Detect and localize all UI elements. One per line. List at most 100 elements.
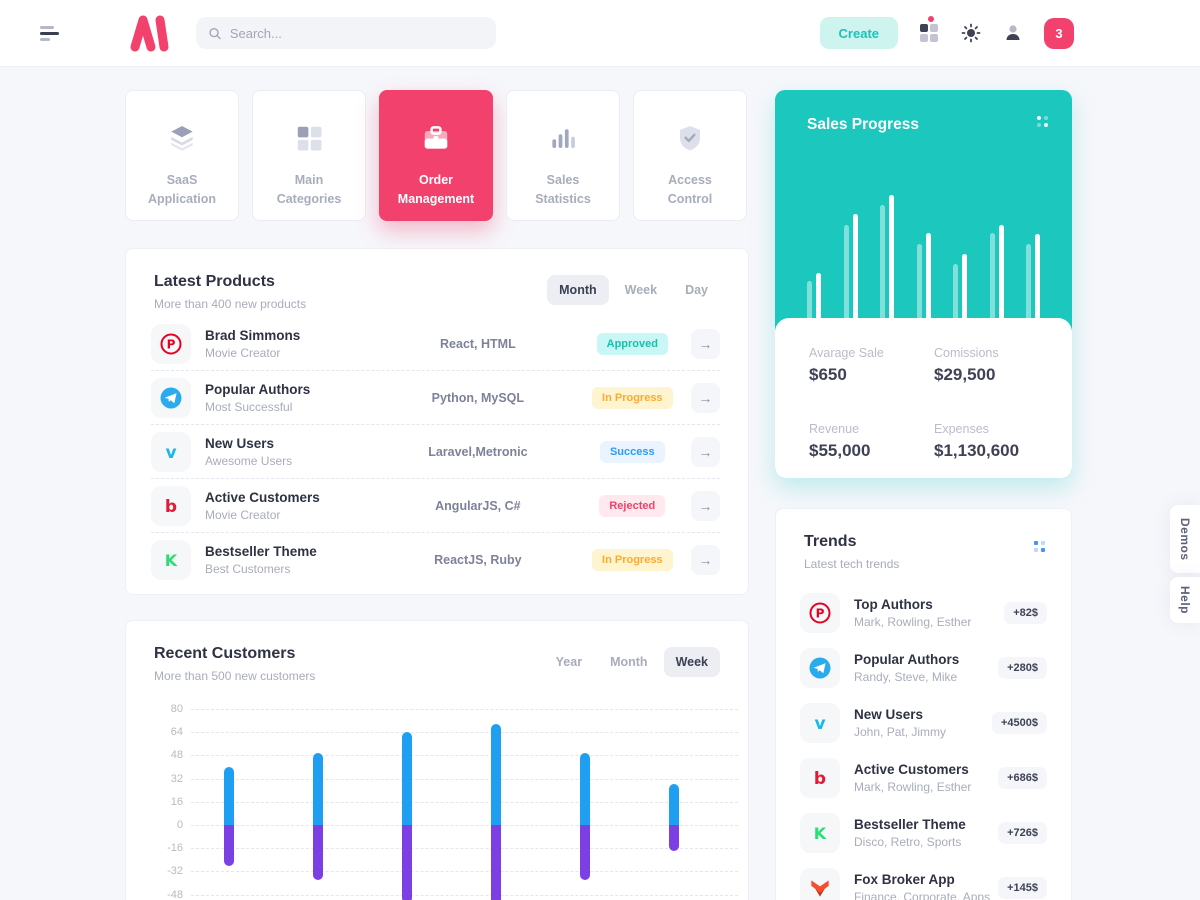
row-arrow-button[interactable]: →	[690, 382, 720, 413]
apps-menu-icon[interactable]	[918, 16, 940, 44]
product-name: Popular Authors	[205, 381, 311, 397]
category-label: Access Control	[667, 173, 713, 207]
y-axis-tick: -32	[167, 865, 183, 878]
sales-stat: Comissions $29,500	[934, 346, 1072, 402]
trend-item[interactable]: v New Users John, Pat, Jimmy +4500$	[800, 695, 1047, 750]
telegram-icon	[809, 657, 831, 678]
product-list: P Brad Simmons Movie Creator React, HTML App…	[126, 311, 748, 587]
product-identity: New Users Awesome Users	[205, 436, 400, 468]
customers-tab-month[interactable]: Month	[610, 655, 648, 669]
pinterest-icon: P	[160, 333, 182, 354]
svg-text:b: b	[814, 769, 826, 789]
sales-bar-pair	[953, 254, 967, 326]
category-label: Order Management	[397, 173, 475, 207]
product-row: b Active Customers Movie Creator AngularJS,…	[151, 479, 720, 533]
y-axis-tick: -16	[167, 842, 183, 855]
category-card-access-control[interactable]: Access Control	[633, 90, 747, 221]
customers-bar-positive	[580, 752, 590, 825]
status-badge: Rejected	[599, 494, 666, 517]
help-side-button[interactable]: Help	[1170, 577, 1200, 623]
products-tab-week[interactable]: Week	[624, 283, 658, 297]
kickstarter-icon-tile: K	[800, 812, 840, 853]
sales-bar-pair	[807, 273, 821, 326]
status-badge: In Progress	[592, 386, 673, 409]
customers-bar-negative	[313, 825, 323, 881]
customers-bar-positive	[669, 784, 679, 825]
product-role: Awesome Users	[205, 453, 293, 468]
product-status: Rejected	[574, 494, 691, 517]
y-axis-tick: 32	[170, 772, 183, 785]
product-name: Brad Simmons	[205, 327, 301, 343]
product-identity: Brad Simmons Movie Creator	[205, 328, 400, 360]
trend-item[interactable]: Popular Authors Randy, Steve, Mike +280$	[800, 640, 1047, 695]
trend-item[interactable]: b Active Customers Mark, Rowling, Esther +6…	[800, 750, 1047, 805]
customers-bar-positive	[402, 732, 412, 825]
customers-tab-year[interactable]: Year	[555, 655, 583, 669]
row-arrow-button[interactable]: →	[690, 490, 720, 521]
products-tab-month[interactable]: Month	[547, 275, 609, 305]
category-cards: SaaS Application Main Categories Order Manage…	[125, 90, 749, 221]
product-name: New Users	[205, 435, 275, 451]
trend-value-badge: +726$	[998, 821, 1047, 844]
vimeo-icon-tile: v	[800, 702, 840, 743]
panel-subtitle: More than 500 new customers	[154, 669, 316, 683]
more-options-icon[interactable]	[1034, 541, 1045, 552]
row-arrow-button[interactable]: →	[690, 436, 720, 467]
trend-name: Bestseller Theme	[854, 816, 966, 832]
recent-customers-panel: Recent Customers More than 500 new custo…	[125, 620, 749, 900]
notification-count-badge[interactable]: 3	[1044, 17, 1074, 49]
category-card-order-management[interactable]: Order Management	[379, 90, 493, 221]
svg-text:P: P	[167, 337, 176, 351]
pinterest-icon: P	[809, 602, 831, 623]
customers-bar-negative	[580, 825, 590, 881]
trends-panel: Trends Latest tech trends P Top Authors Ma…	[775, 508, 1072, 900]
beats-icon-tile: b	[151, 485, 191, 526]
sales-progress-card: Sales Progress Avarage Sale $650 Comission…	[775, 90, 1072, 478]
row-arrow-button[interactable]: →	[690, 545, 720, 575]
product-row: Popular Authors Most Successful Python, My…	[151, 371, 720, 425]
trend-identity: New Users John, Pat, Jimmy	[854, 707, 946, 739]
theme-sun-icon[interactable]	[960, 22, 982, 44]
trend-item[interactable]: P Top Authors Mark, Rowling, Esther +82$	[800, 585, 1047, 640]
y-axis-tick: 0	[176, 819, 183, 831]
trend-identity: Fox Broker App Finance, Corporate, Apps	[854, 872, 990, 900]
customers-bar-positive	[224, 767, 234, 825]
customers-period-tabs: Year Month Week	[544, 647, 720, 677]
status-badge: Success	[599, 440, 665, 463]
create-button[interactable]: Create	[819, 17, 898, 49]
more-options-icon[interactable]	[1037, 116, 1048, 127]
product-row: K Bestseller Theme Best Customers ReactJS, …	[151, 533, 720, 587]
stat-value: $1,130,600	[934, 441, 1020, 460]
row-arrow-button[interactable]: →	[690, 328, 720, 359]
y-axis-tick: 16	[170, 795, 183, 808]
layers-icon	[165, 121, 199, 155]
pinterest-icon-tile: P	[151, 323, 191, 364]
panel-subtitle: More than 400 new products	[154, 297, 307, 311]
customers-bar-positive	[313, 752, 323, 825]
category-card-saas-application[interactable]: SaaS Application	[125, 90, 239, 221]
category-card-main-categories[interactable]: Main Categories	[252, 90, 366, 221]
trend-value-badge: +280$	[998, 656, 1047, 679]
category-card-sales-statistics[interactable]: Sales Statistics	[506, 90, 620, 221]
trend-value-badge: +686$	[998, 766, 1047, 789]
sales-bar-pair	[880, 195, 894, 326]
product-tech: Laravel,Metronic	[428, 444, 528, 459]
fox-icon-tile	[800, 867, 840, 900]
panel-title: Trends	[804, 533, 857, 550]
app-logo[interactable]	[128, 13, 172, 53]
product-tech: React, HTML	[440, 336, 516, 351]
user-profile-icon[interactable]	[1002, 22, 1024, 44]
kickstarter-icon-tile: K	[151, 540, 191, 580]
trend-item[interactable]: Fox Broker App Finance, Corporate, Apps +1…	[800, 860, 1047, 900]
status-badge: In Progress	[592, 549, 673, 571]
trend-item[interactable]: K Bestseller Theme Disco, Retro, Sports +72…	[800, 805, 1047, 860]
product-name: Active Customers	[205, 489, 320, 505]
demos-side-button[interactable]: Demos	[1170, 505, 1200, 573]
sidebar-toggle-icon[interactable]	[40, 23, 62, 44]
sales-stats: Avarage Sale $650 Comissions $29,500 Revenue…	[775, 318, 1072, 478]
products-tab-day[interactable]: Day	[685, 283, 708, 297]
product-status: Approved	[574, 332, 691, 355]
search-input[interactable]	[229, 25, 484, 41]
customers-tab-week[interactable]: Week	[663, 647, 720, 677]
